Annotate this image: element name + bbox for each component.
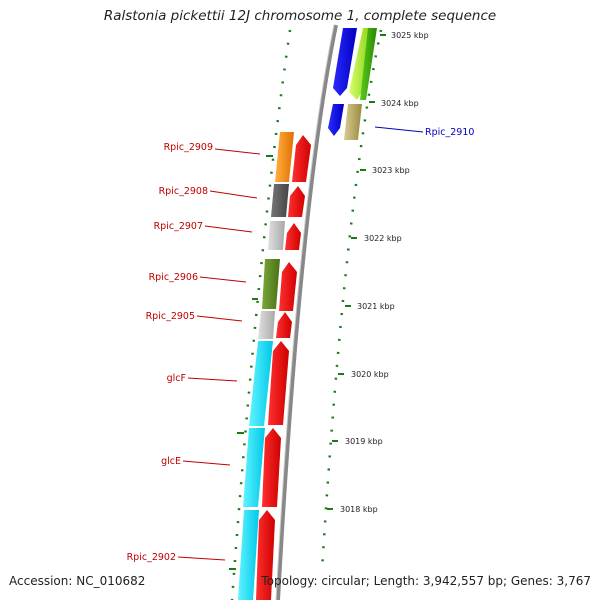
scale-label: 3022 kbp xyxy=(364,234,402,243)
cog-boxes xyxy=(238,132,294,600)
gene-arrow-rpic-2909[interactable] xyxy=(292,135,311,182)
map-title: Ralstonia pickettii 12J chromosome 1, co… xyxy=(103,8,497,24)
scale-labels: 3025 kbp 3024 kbp 3023 kbp 3022 kbp 3021… xyxy=(340,31,429,514)
gene-label-rpic-2905[interactable]: Rpic_2905 xyxy=(146,311,195,322)
gene-label-rpic-2908[interactable]: Rpic_2908 xyxy=(159,186,208,197)
gene-arrow-glcf[interactable] xyxy=(268,341,289,425)
cog-box-glcf[interactable] xyxy=(249,341,273,426)
scale-label: 3021 kbp xyxy=(357,302,395,311)
reverse-strand-genes xyxy=(256,135,311,600)
cog-box-rpic-2908[interactable] xyxy=(271,184,289,217)
forward-gene-blue-2[interactable] xyxy=(328,104,344,136)
gene-arrow-rpic-2905[interactable] xyxy=(276,312,292,338)
cog-box-rpic-2909[interactable] xyxy=(275,132,294,182)
scale-label: 3020 kbp xyxy=(351,370,389,379)
cog-box-rpic-2902[interactable] xyxy=(238,510,259,600)
gene-labels: Rpic_2909 Rpic_2908 Rpic_2907 Rpic_2906 … xyxy=(127,142,213,563)
cog-box-glce[interactable] xyxy=(243,428,265,507)
gene-label-rpic-2909[interactable]: Rpic_2909 xyxy=(164,142,213,153)
forward-strand-genes xyxy=(328,28,377,140)
cog-box-rpic-2906[interactable] xyxy=(262,259,280,309)
gene-arrow-rpic-2908[interactable] xyxy=(288,186,305,217)
forward-gene-rpic-2910[interactable] xyxy=(344,104,362,140)
gene-arrow-rpic-2906[interactable] xyxy=(279,262,297,311)
forward-gene-green[interactable] xyxy=(360,28,377,100)
cog-box-rpic-2905[interactable] xyxy=(258,311,275,339)
gene-label-rpic-2906[interactable]: Rpic_2906 xyxy=(149,272,198,283)
gene-label-glce[interactable]: glcE xyxy=(161,456,181,467)
backbone-strand-highlight xyxy=(275,24,335,600)
scale-label: 3019 kbp xyxy=(345,437,383,446)
label-connectors xyxy=(177,148,261,561)
genome-summary: Topology: circular; Length: 3,942,557 bp… xyxy=(261,574,591,588)
scale-label: 3018 kbp xyxy=(340,505,378,514)
gene-label-glcf[interactable]: glcF xyxy=(167,373,186,384)
gene-label-rpic-2910[interactable]: Rpic_2910 xyxy=(425,127,474,138)
scale-label: 3023 kbp xyxy=(372,166,410,175)
forward-gene-blue[interactable] xyxy=(333,28,357,96)
gene-arrow-rpic-2902[interactable] xyxy=(256,510,275,600)
label-connector-forward xyxy=(374,126,424,133)
major-ticks xyxy=(327,34,386,510)
outer-tick-track xyxy=(320,29,383,571)
gene-label-rpic-2907[interactable]: Rpic_2907 xyxy=(154,221,203,232)
backbone-strand xyxy=(276,24,338,600)
gene-label-rpic-2902[interactable]: Rpic_2902 xyxy=(127,552,176,563)
inner-major-ticks xyxy=(229,155,273,570)
cog-box-rpic-2907[interactable] xyxy=(268,221,285,250)
gene-arrow-rpic-2907[interactable] xyxy=(285,223,301,250)
accession-label: Accession: NC_010682 xyxy=(9,574,146,588)
scale-label: 3025 kbp xyxy=(391,31,429,40)
scale-label: 3024 kbp xyxy=(381,99,419,108)
gene-arrow-glce[interactable] xyxy=(262,428,281,507)
